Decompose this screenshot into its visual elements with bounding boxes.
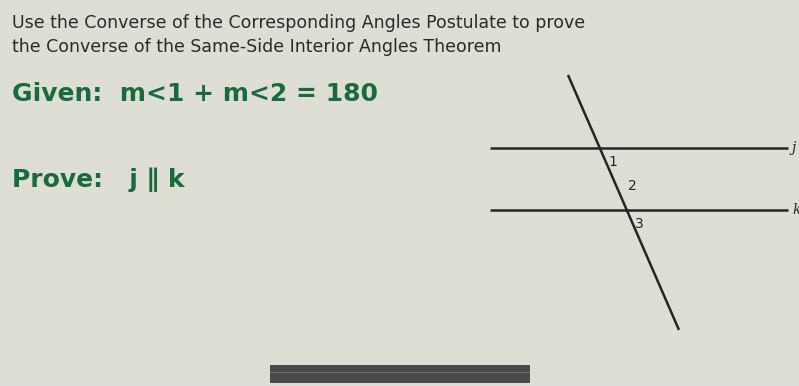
Text: Prove:   j ∥ k: Prove: j ∥ k xyxy=(12,168,185,193)
Bar xyxy=(270,365,530,383)
Text: k: k xyxy=(792,203,799,217)
Text: j: j xyxy=(792,141,797,155)
Text: Given:  m<1 + m<2 = 180: Given: m<1 + m<2 = 180 xyxy=(12,82,378,106)
Text: 2: 2 xyxy=(628,179,637,193)
Text: the Converse of the Same-Side Interior Angles Theorem: the Converse of the Same-Side Interior A… xyxy=(12,38,502,56)
Text: 1: 1 xyxy=(608,155,617,169)
Text: 3: 3 xyxy=(635,217,644,231)
Text: Use the Converse of the Corresponding Angles Postulate to prove: Use the Converse of the Corresponding An… xyxy=(12,14,585,32)
